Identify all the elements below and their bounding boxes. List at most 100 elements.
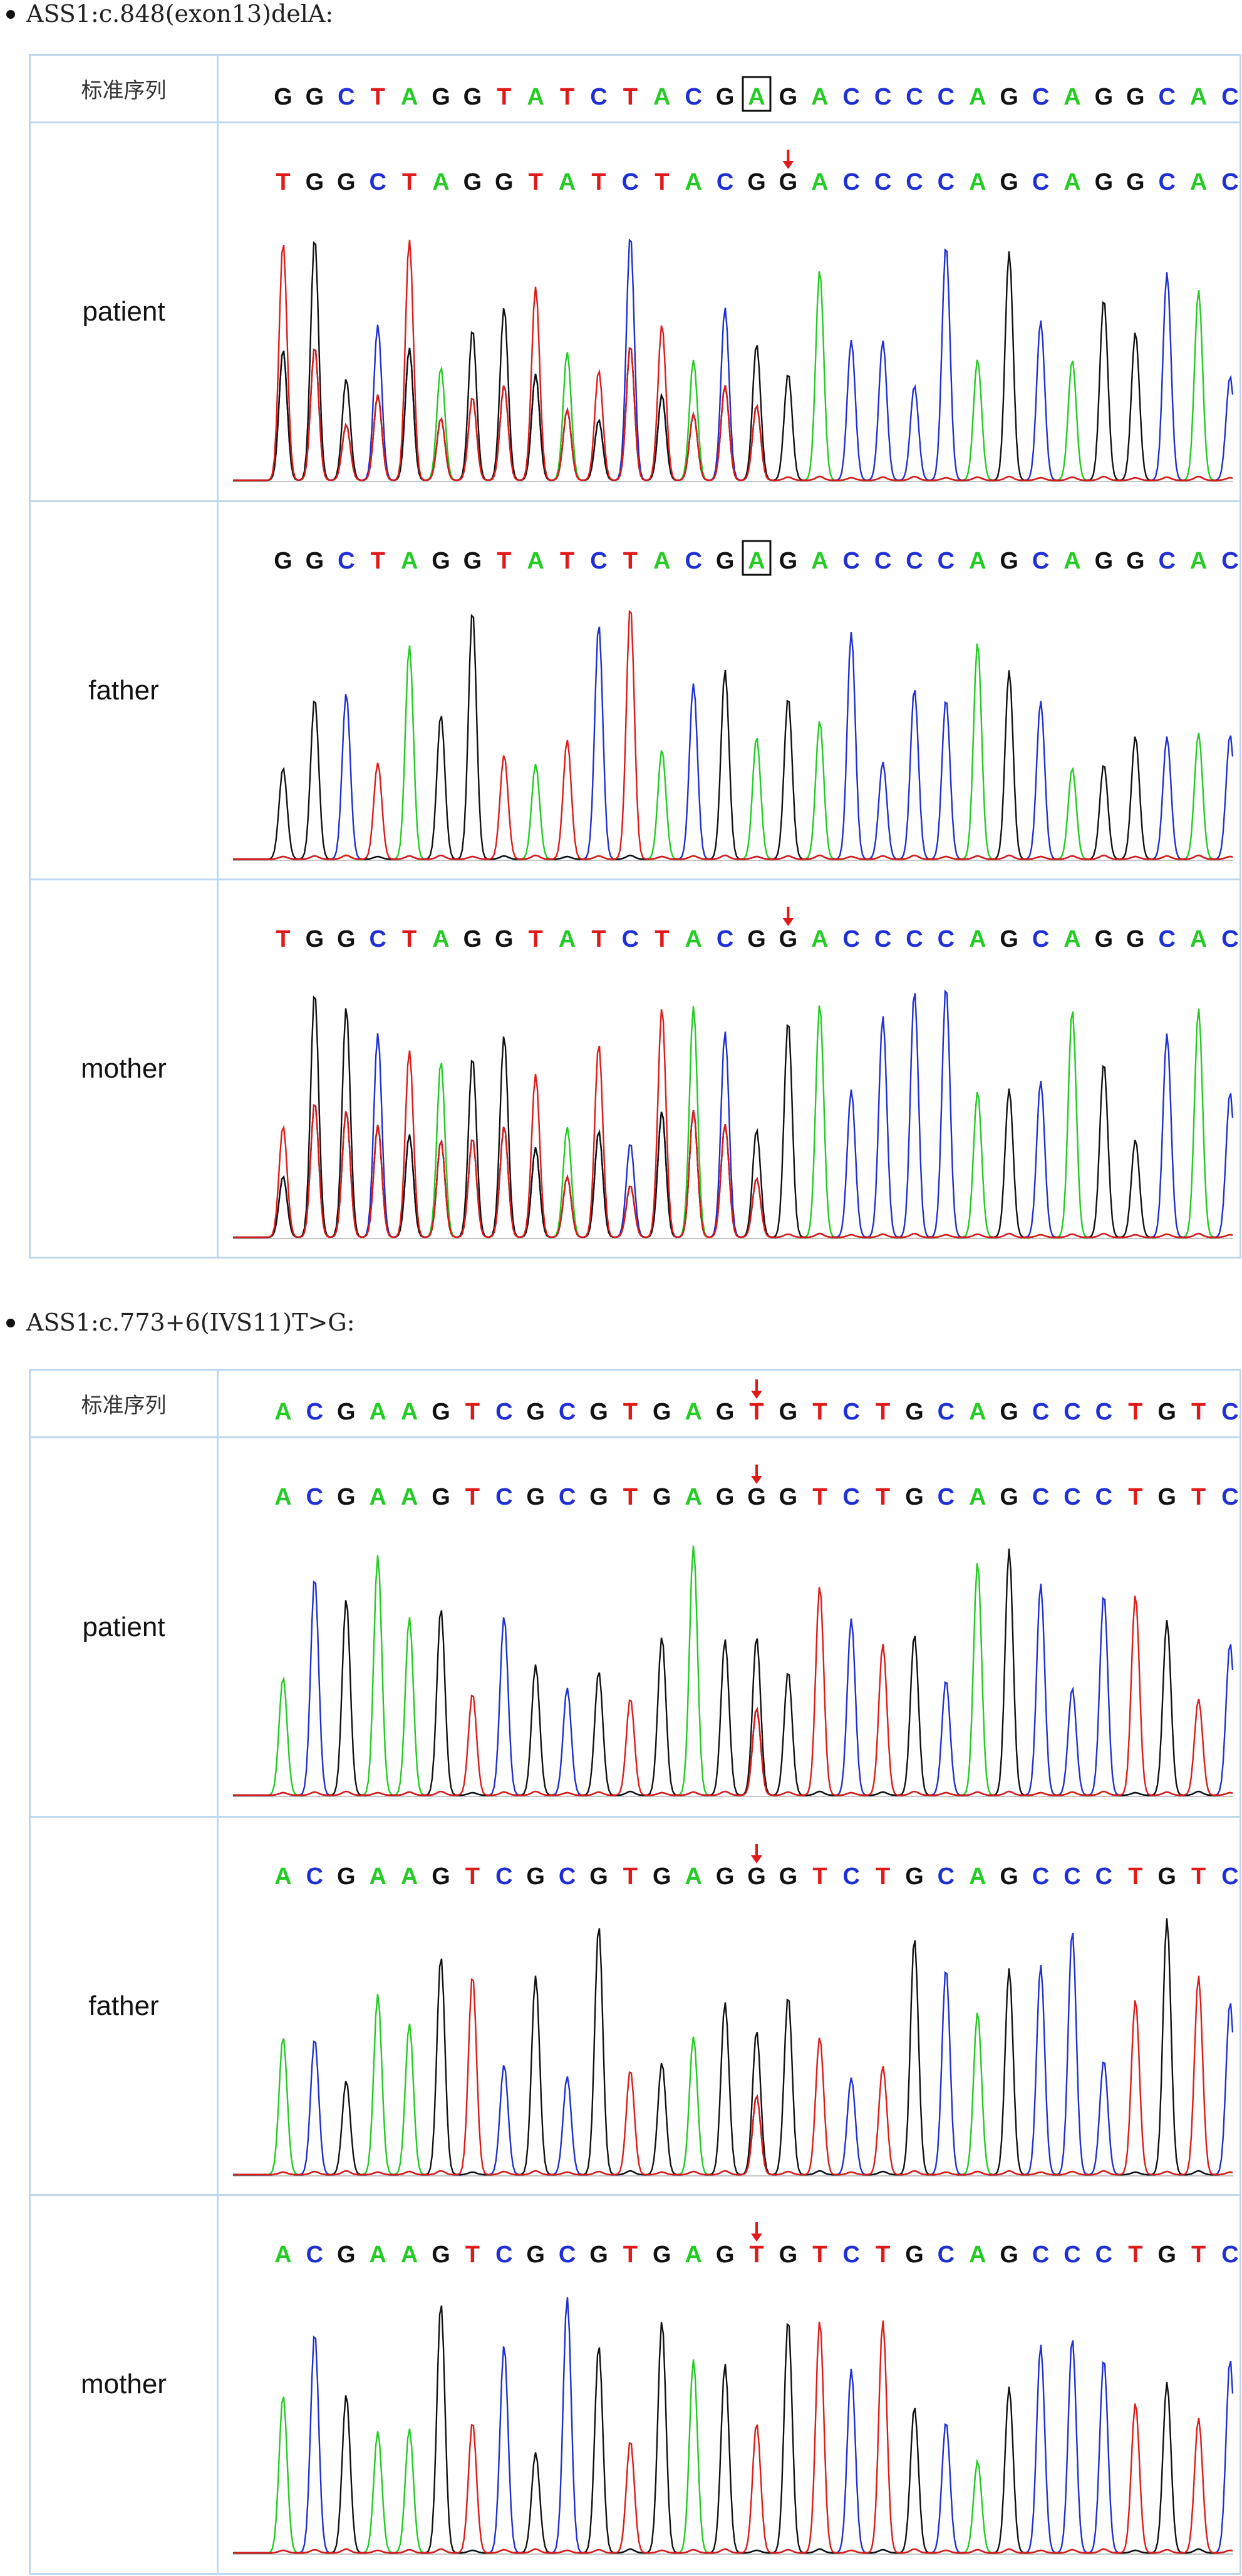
base-letter: A bbox=[274, 1399, 291, 1425]
base-letter: G bbox=[716, 1863, 735, 1890]
base-letter: C bbox=[874, 548, 891, 574]
base-letter: G bbox=[1000, 84, 1018, 110]
base-letter: G bbox=[495, 169, 514, 195]
base-letter: A bbox=[559, 926, 576, 952]
base-letter: G bbox=[432, 84, 450, 110]
base-letter: T bbox=[591, 926, 606, 952]
base-letter: C bbox=[938, 1484, 955, 1510]
patient-chromatogram bbox=[233, 238, 1234, 482]
base-letter: A bbox=[369, 1863, 386, 1890]
base-letter: T bbox=[371, 84, 385, 110]
trace-g bbox=[233, 1918, 1233, 2176]
base-letter: A bbox=[432, 926, 449, 952]
trace-t bbox=[233, 1976, 1233, 2176]
base-letter: C bbox=[306, 1399, 323, 1425]
base-letter: G bbox=[337, 1484, 356, 1510]
trace-g bbox=[233, 2305, 1233, 2554]
base-letter: T bbox=[1191, 1863, 1206, 1890]
base-letter: C bbox=[559, 1863, 576, 1890]
base-letter: A bbox=[1190, 926, 1207, 952]
variant-arrow-icon bbox=[782, 150, 794, 169]
base-letter: G bbox=[653, 1863, 671, 1890]
base-letter: T bbox=[497, 84, 511, 110]
base-letter: T bbox=[623, 548, 638, 574]
base-letter: G bbox=[589, 1399, 608, 1425]
base-letter: C bbox=[1032, 926, 1049, 952]
base-letter: G bbox=[1095, 84, 1114, 110]
base-letter: A bbox=[685, 1484, 701, 1510]
base-letter: G bbox=[747, 926, 766, 952]
base-letter: C bbox=[495, 1863, 512, 1890]
base-letter: A bbox=[685, 1399, 701, 1425]
base-letter: C bbox=[938, 1399, 955, 1425]
base-letter: C bbox=[938, 926, 955, 952]
mother-label: mother bbox=[31, 2196, 219, 2573]
base-letter: T bbox=[560, 84, 574, 110]
base-letter: G bbox=[747, 169, 766, 195]
base-letter: C bbox=[1158, 926, 1175, 952]
base-letter: A bbox=[401, 1484, 418, 1510]
variant-2-title: ASS1:c.773+6(IVS11)T>G: bbox=[26, 1309, 355, 1336]
base-letter: G bbox=[463, 548, 482, 574]
base-letter: G bbox=[306, 548, 324, 574]
base-letter: C bbox=[842, 1399, 859, 1425]
base-letter: A bbox=[969, 1484, 986, 1510]
base-letter: C bbox=[1221, 1484, 1238, 1510]
patient-label: patient bbox=[31, 123, 219, 500]
base-letter: G bbox=[337, 169, 356, 195]
base-letter: C bbox=[559, 1399, 576, 1425]
base-letter: G bbox=[432, 548, 450, 574]
base-letter: C bbox=[874, 926, 891, 952]
base-letter: T bbox=[529, 169, 543, 195]
father-label: father bbox=[31, 502, 219, 878]
base-letter: T bbox=[465, 2242, 480, 2268]
base-letter: A bbox=[969, 84, 986, 110]
base-letter: G bbox=[716, 548, 735, 574]
base-letter: G bbox=[495, 926, 514, 952]
base-letter: C bbox=[874, 169, 891, 195]
base-letter: G bbox=[337, 1863, 356, 1890]
base-letter: C bbox=[1221, 1863, 1238, 1890]
base-letter: A bbox=[1190, 169, 1207, 195]
base-letter: C bbox=[842, 1863, 859, 1890]
base-letter: A bbox=[811, 926, 828, 952]
father-chromatogram bbox=[233, 1918, 1234, 2177]
base-letter: G bbox=[716, 1484, 735, 1510]
base-letter: A bbox=[1063, 84, 1080, 110]
base-letter: C bbox=[938, 548, 955, 574]
base-letter: G bbox=[337, 926, 356, 952]
base-letter: G bbox=[1000, 548, 1018, 574]
base-letter: C bbox=[1095, 1863, 1112, 1890]
base-letter: G bbox=[274, 84, 292, 110]
base-letter: C bbox=[1221, 169, 1238, 195]
base-letter: C bbox=[1032, 2242, 1049, 2268]
base-letter: A bbox=[401, 1399, 418, 1425]
base-letter: T bbox=[812, 1399, 827, 1425]
base-letter: T bbox=[497, 548, 511, 574]
base-letter: A bbox=[559, 169, 576, 195]
base-letter: C bbox=[842, 84, 859, 110]
base-letter: C bbox=[495, 1484, 512, 1510]
base-letter: A bbox=[432, 169, 449, 195]
base-letter: A bbox=[811, 548, 828, 574]
base-letter: A bbox=[1190, 548, 1207, 574]
base-letter: A bbox=[1063, 926, 1080, 952]
base-letter: C bbox=[1063, 1484, 1080, 1510]
base-letter: G bbox=[905, 1399, 924, 1425]
base-letter: G bbox=[716, 1399, 735, 1425]
base-letter: G bbox=[463, 926, 482, 952]
base-letter: C bbox=[842, 169, 859, 195]
base-letter: G bbox=[526, 1484, 545, 1510]
base-letter: A bbox=[969, 548, 986, 574]
base-letter: A bbox=[811, 84, 828, 110]
patient-chromatogram bbox=[233, 1545, 1234, 1797]
base-letter: G bbox=[337, 2242, 356, 2268]
base-letter: C bbox=[938, 169, 955, 195]
base-letter: A bbox=[1063, 169, 1080, 195]
mother-label: mother bbox=[31, 880, 219, 1257]
